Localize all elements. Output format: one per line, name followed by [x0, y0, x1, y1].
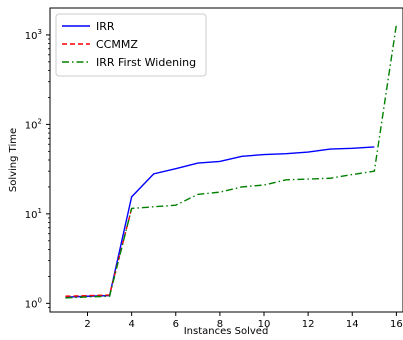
x-tick-label: 6	[173, 319, 179, 330]
series-layer	[65, 24, 398, 299]
y-tick-label: 103	[25, 28, 42, 42]
x-tick-label: 8	[217, 319, 223, 330]
x-tick-label: 12	[302, 319, 315, 330]
y-tick-label: 101	[25, 207, 42, 221]
series-line-irr	[65, 146, 375, 298]
plot-frame	[49, 7, 403, 313]
legend: IRR CCMMZ IRR First Widening	[55, 13, 207, 77]
series-line-ccmmz	[65, 208, 133, 297]
x-tick-label: 14	[346, 319, 359, 330]
tick-labels: 2 4 6 8 10 12 14 16 100 101 102 103	[25, 28, 403, 330]
legend-label: CCMMZ	[96, 38, 138, 51]
x-axis-label: Instances Solved	[184, 326, 269, 337]
x-tick-label: 4	[128, 319, 134, 330]
x-tick-label: 2	[84, 319, 90, 330]
y-tick-label: 100	[25, 296, 42, 310]
y-axis-label: Solving Time	[8, 128, 19, 192]
x-tick-label: 10	[258, 319, 271, 330]
legend-label: IRR First Widening	[96, 56, 196, 69]
legend-box	[55, 13, 207, 77]
legend-label: IRR	[96, 20, 115, 33]
series-line-irr-first-widening	[65, 24, 398, 299]
y-tick-label: 102	[25, 117, 42, 131]
x-tick-label: 16	[390, 319, 403, 330]
